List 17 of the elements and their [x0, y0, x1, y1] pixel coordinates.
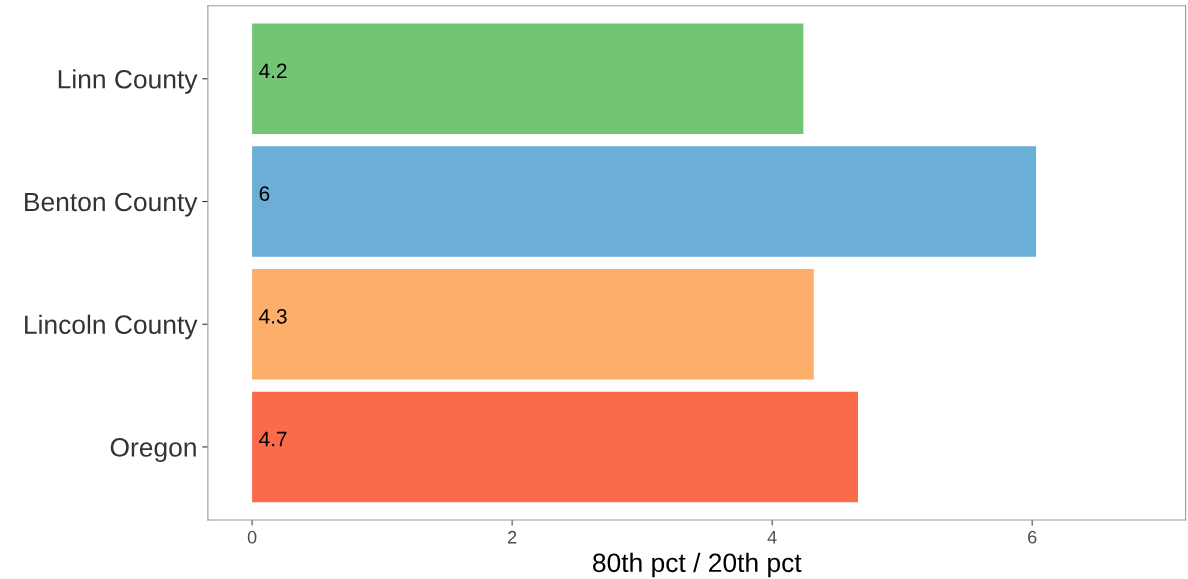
y-tick-label: Lincoln County [25, 314, 198, 340]
data-label: 4.2 [259, 63, 287, 79]
bar [252, 391, 858, 503]
data-label: 4.7 [259, 431, 287, 447]
x-tick-label: 6 [1028, 530, 1037, 544]
data-label: 4.3 [259, 308, 287, 324]
x-axis-title: 80th pct / 20th pct [593, 552, 802, 578]
y-tick-label: Oregon [110, 438, 196, 462]
x-tick-label: 2 [508, 530, 517, 544]
bar [252, 146, 1037, 257]
bar [252, 269, 814, 380]
x-tick-label: 4 [767, 531, 777, 544]
data-label: 6 [259, 186, 270, 201]
x-tick-label: 0 [247, 530, 257, 544]
y-tick-label: Benton County [25, 192, 198, 217]
y-tick-label: Linn County [58, 69, 198, 94]
bar [252, 23, 804, 135]
